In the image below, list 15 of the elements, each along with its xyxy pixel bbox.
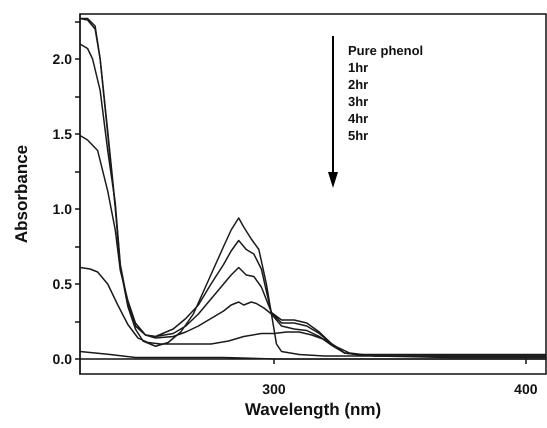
x-tick-label: 300 <box>262 381 286 397</box>
annotation: 2hr <box>348 77 368 92</box>
annotation: 3hr <box>348 94 368 109</box>
annotation: 1hr <box>348 60 368 75</box>
y-tick-label: 0.5 <box>52 276 72 292</box>
y-tick-label: 1.0 <box>52 201 72 217</box>
annotation: 4hr <box>348 111 368 126</box>
annotation: Pure phenol <box>348 43 424 58</box>
x-axis-title: Wavelength (nm) <box>244 400 382 419</box>
y-tick-label: 0.0 <box>52 351 72 367</box>
x-tick-label: 400 <box>514 381 538 397</box>
y-axis-title: Absorbance <box>12 144 31 244</box>
annotation: 5hr <box>348 128 368 143</box>
y-tick-label: 1.5 <box>52 126 72 142</box>
y-tick-label: 2.0 <box>52 51 72 67</box>
